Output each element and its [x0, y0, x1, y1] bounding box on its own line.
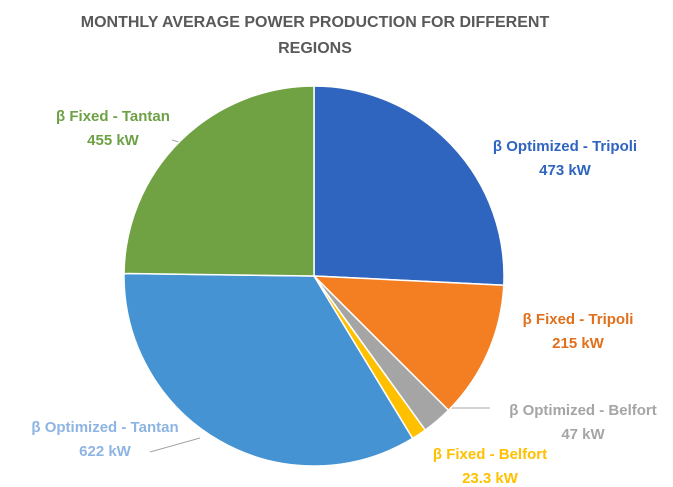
value-label: 215 kW	[552, 335, 605, 352]
value-label: 23.3 kW	[462, 470, 519, 487]
value-label: 47 kW	[561, 426, 605, 443]
slice-label: β Fixed - Belfort	[433, 446, 547, 463]
pie-slice	[123, 85, 315, 277]
pie-slice	[313, 85, 505, 287]
pie-slice	[123, 272, 414, 467]
value-label: 473 kW	[539, 162, 592, 179]
slice-label: β Optimized - Tantan	[31, 419, 178, 436]
value-label: 622 kW	[79, 443, 132, 460]
slice-label: β Fixed - Tantan	[56, 108, 170, 125]
pie-slice	[312, 275, 505, 412]
leader-line	[149, 437, 201, 453]
slice-label: β Optimized - Tripoli	[493, 138, 637, 155]
slice-label: β Fixed - Tripoli	[523, 311, 634, 328]
chart-title: MONTHLY AVERAGE POWER PRODUCTION FOR DIF…	[80, 14, 550, 57]
slice-label: β Optimized - Belfort	[509, 402, 657, 419]
value-label: 455 kW	[87, 132, 140, 149]
